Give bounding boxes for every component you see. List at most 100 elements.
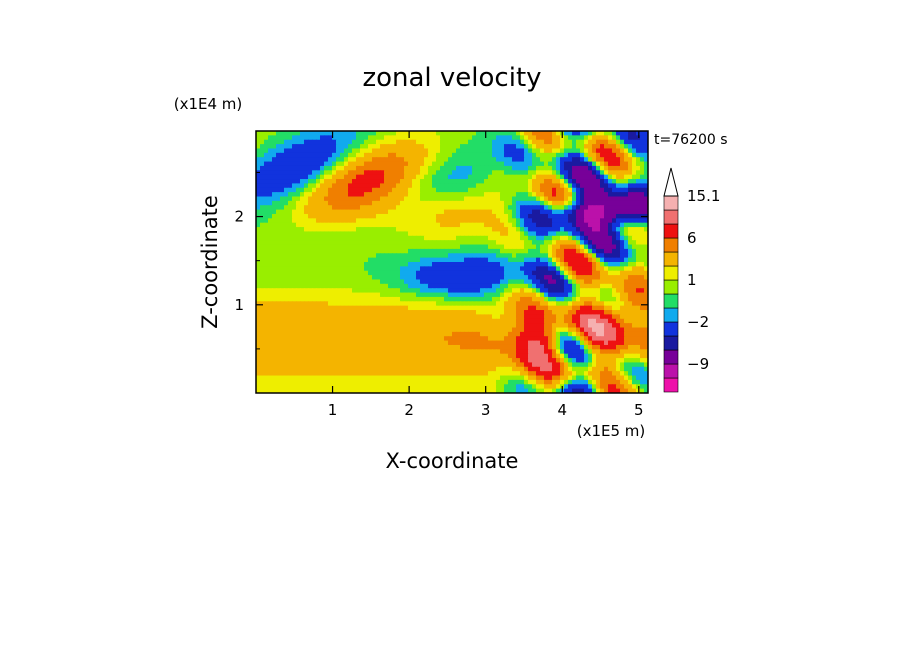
field-cell	[448, 310, 453, 315]
field-cell	[396, 323, 401, 329]
field-cell	[452, 270, 457, 276]
field-cell	[372, 144, 377, 150]
field-cell	[544, 310, 549, 315]
field-cell	[572, 327, 577, 333]
field-cell	[524, 266, 529, 272]
field-cell	[596, 144, 601, 150]
field-cell	[540, 336, 545, 342]
field-cell	[524, 139, 529, 145]
field-cell	[260, 253, 265, 259]
field-cell	[364, 205, 369, 211]
field-cell	[464, 270, 469, 276]
field-cell	[432, 257, 437, 263]
field-cell	[416, 218, 421, 224]
field-cell	[556, 266, 561, 272]
field-cell	[520, 349, 525, 355]
field-cell	[524, 314, 529, 320]
field-cell	[556, 139, 561, 145]
field-cell	[404, 275, 409, 281]
field-cell	[544, 222, 549, 228]
field-cell	[412, 262, 417, 267]
field-cell	[280, 310, 285, 315]
field-cell	[420, 209, 425, 215]
field-cell	[356, 336, 361, 342]
field-cell	[260, 327, 265, 333]
field-cell	[268, 135, 273, 141]
field-cell	[404, 183, 409, 189]
field-cell	[500, 327, 505, 333]
field-cell	[588, 157, 593, 163]
field-cell	[640, 262, 645, 267]
field-cell	[544, 174, 549, 180]
field-cell	[600, 283, 605, 289]
field-cell	[576, 314, 581, 320]
field-cell	[616, 235, 621, 241]
field-cell	[428, 288, 433, 294]
field-cell	[568, 152, 573, 158]
field-cell	[588, 292, 593, 298]
field-cell	[428, 235, 433, 241]
field-cell	[284, 327, 289, 333]
field-cell	[500, 196, 505, 202]
field-cell	[532, 301, 537, 307]
field-cell	[480, 305, 485, 311]
field-cell	[532, 310, 537, 315]
field-cell	[260, 310, 265, 315]
field-cell	[488, 296, 493, 302]
field-cell	[600, 318, 605, 324]
field-cell	[268, 148, 273, 154]
field-cell	[336, 283, 341, 289]
field-cell	[384, 336, 389, 342]
field-cell	[588, 301, 593, 307]
field-cell	[532, 240, 537, 246]
field-cell	[496, 192, 501, 198]
field-cell	[608, 131, 613, 136]
field-cell	[272, 323, 277, 329]
field-cell	[632, 283, 637, 289]
field-cell	[412, 323, 417, 329]
field-cell	[608, 283, 613, 289]
field-cell	[296, 310, 301, 315]
field-cell	[388, 318, 393, 324]
field-cell	[636, 209, 641, 215]
field-cell	[640, 327, 645, 333]
field-cell	[292, 323, 297, 329]
field-cell	[424, 209, 429, 215]
field-cell	[304, 292, 309, 298]
field-cell	[448, 213, 453, 219]
field-cell	[448, 235, 453, 241]
field-cell	[604, 165, 609, 171]
field-cell	[636, 344, 641, 350]
field-cell	[316, 279, 321, 285]
field-cell	[440, 244, 445, 250]
field-cell	[572, 336, 577, 342]
field-cell	[412, 257, 417, 263]
field-cell	[620, 183, 625, 189]
field-cell	[580, 266, 585, 272]
field-cell	[392, 218, 397, 224]
field-cell	[352, 196, 357, 202]
field-cell	[412, 344, 417, 350]
field-cell	[404, 235, 409, 241]
field-cell	[352, 331, 357, 337]
field-cell	[612, 248, 617, 254]
field-cell	[580, 296, 585, 302]
field-cell	[288, 288, 293, 294]
field-cell	[328, 139, 333, 145]
field-cell	[256, 305, 261, 311]
field-cell	[308, 157, 313, 163]
field-cell	[436, 323, 441, 329]
field-cell	[460, 318, 465, 324]
field-cell	[636, 340, 641, 346]
field-cell	[276, 244, 281, 250]
field-cell	[436, 331, 441, 337]
field-cell	[348, 344, 353, 350]
field-cell	[344, 174, 349, 180]
field-cell	[412, 331, 417, 337]
field-cell	[492, 135, 497, 141]
field-cell	[312, 200, 317, 206]
field-cell	[384, 218, 389, 224]
field-cell	[408, 196, 413, 202]
field-cell	[608, 301, 613, 307]
field-cell	[440, 305, 445, 311]
